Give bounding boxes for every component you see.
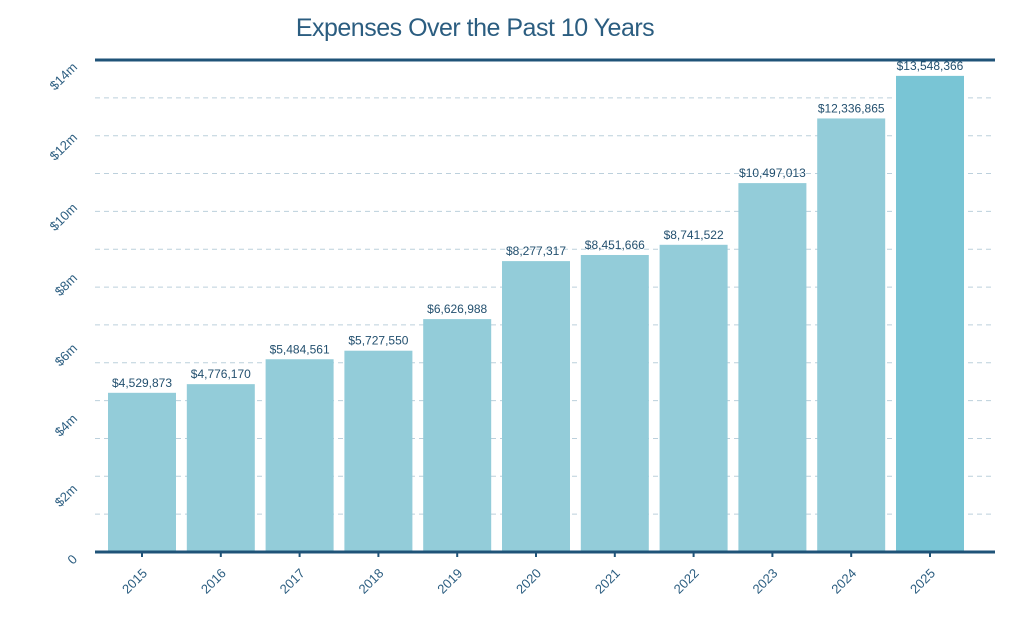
data-label-2023: $10,497,013 xyxy=(739,166,806,180)
bar-2018 xyxy=(344,350,413,552)
y-tick-label: $6m xyxy=(52,341,80,369)
x-tick-label-2018: 2018 xyxy=(355,566,386,597)
y-tick-label: $14m xyxy=(47,60,81,94)
data-label-2020: $8,277,317 xyxy=(506,244,566,258)
bar-2025 xyxy=(896,75,964,553)
bar-2021 xyxy=(580,254,649,552)
data-label-2019: $6,626,988 xyxy=(427,302,487,316)
x-tick-label-2024: 2024 xyxy=(828,566,859,597)
data-label-2018: $5,727,550 xyxy=(348,334,408,348)
y-tick-label: $12m xyxy=(47,130,81,164)
bar-2024 xyxy=(817,118,886,552)
bar-2022 xyxy=(659,244,728,552)
x-tick-label-2020: 2020 xyxy=(513,566,544,597)
y-tick-label: $8m xyxy=(52,270,80,298)
bar-2023 xyxy=(738,183,807,552)
bar-2020 xyxy=(502,261,570,552)
x-tick-label-2017: 2017 xyxy=(277,566,308,597)
data-label-2025: $13,548,366 xyxy=(897,59,964,73)
x-tick-label-2019: 2019 xyxy=(434,566,465,597)
chart-title: Expenses Over the Past 10 Years xyxy=(295,14,655,42)
data-label-2022: $8,741,522 xyxy=(664,228,724,242)
y-tick-label: $10m xyxy=(47,200,81,234)
data-label-2015: $4,529,873 xyxy=(112,376,172,390)
bar-2016 xyxy=(186,384,255,552)
y-tick-label: 0 xyxy=(64,552,80,568)
x-tick-label-2016: 2016 xyxy=(198,566,229,597)
y-tick-label: $4m xyxy=(52,411,80,439)
bar-2015 xyxy=(108,392,176,552)
x-tick-label-2022: 2022 xyxy=(671,566,702,597)
x-tick-label-2025: 2025 xyxy=(907,566,938,597)
data-label-2021: $8,451,666 xyxy=(585,238,645,252)
bar-2019 xyxy=(423,319,492,552)
data-label-2016: $4,776,170 xyxy=(191,367,251,381)
data-label-2024: $12,336,865 xyxy=(818,101,885,115)
y-tick-label: $2m xyxy=(52,481,80,509)
x-tick-label-2021: 2021 xyxy=(592,566,623,597)
x-tick-label-2023: 2023 xyxy=(749,566,780,597)
bar-2017 xyxy=(265,359,334,552)
x-tick-label-2015: 2015 xyxy=(119,566,150,597)
data-label-2017: $5,484,561 xyxy=(270,342,330,356)
